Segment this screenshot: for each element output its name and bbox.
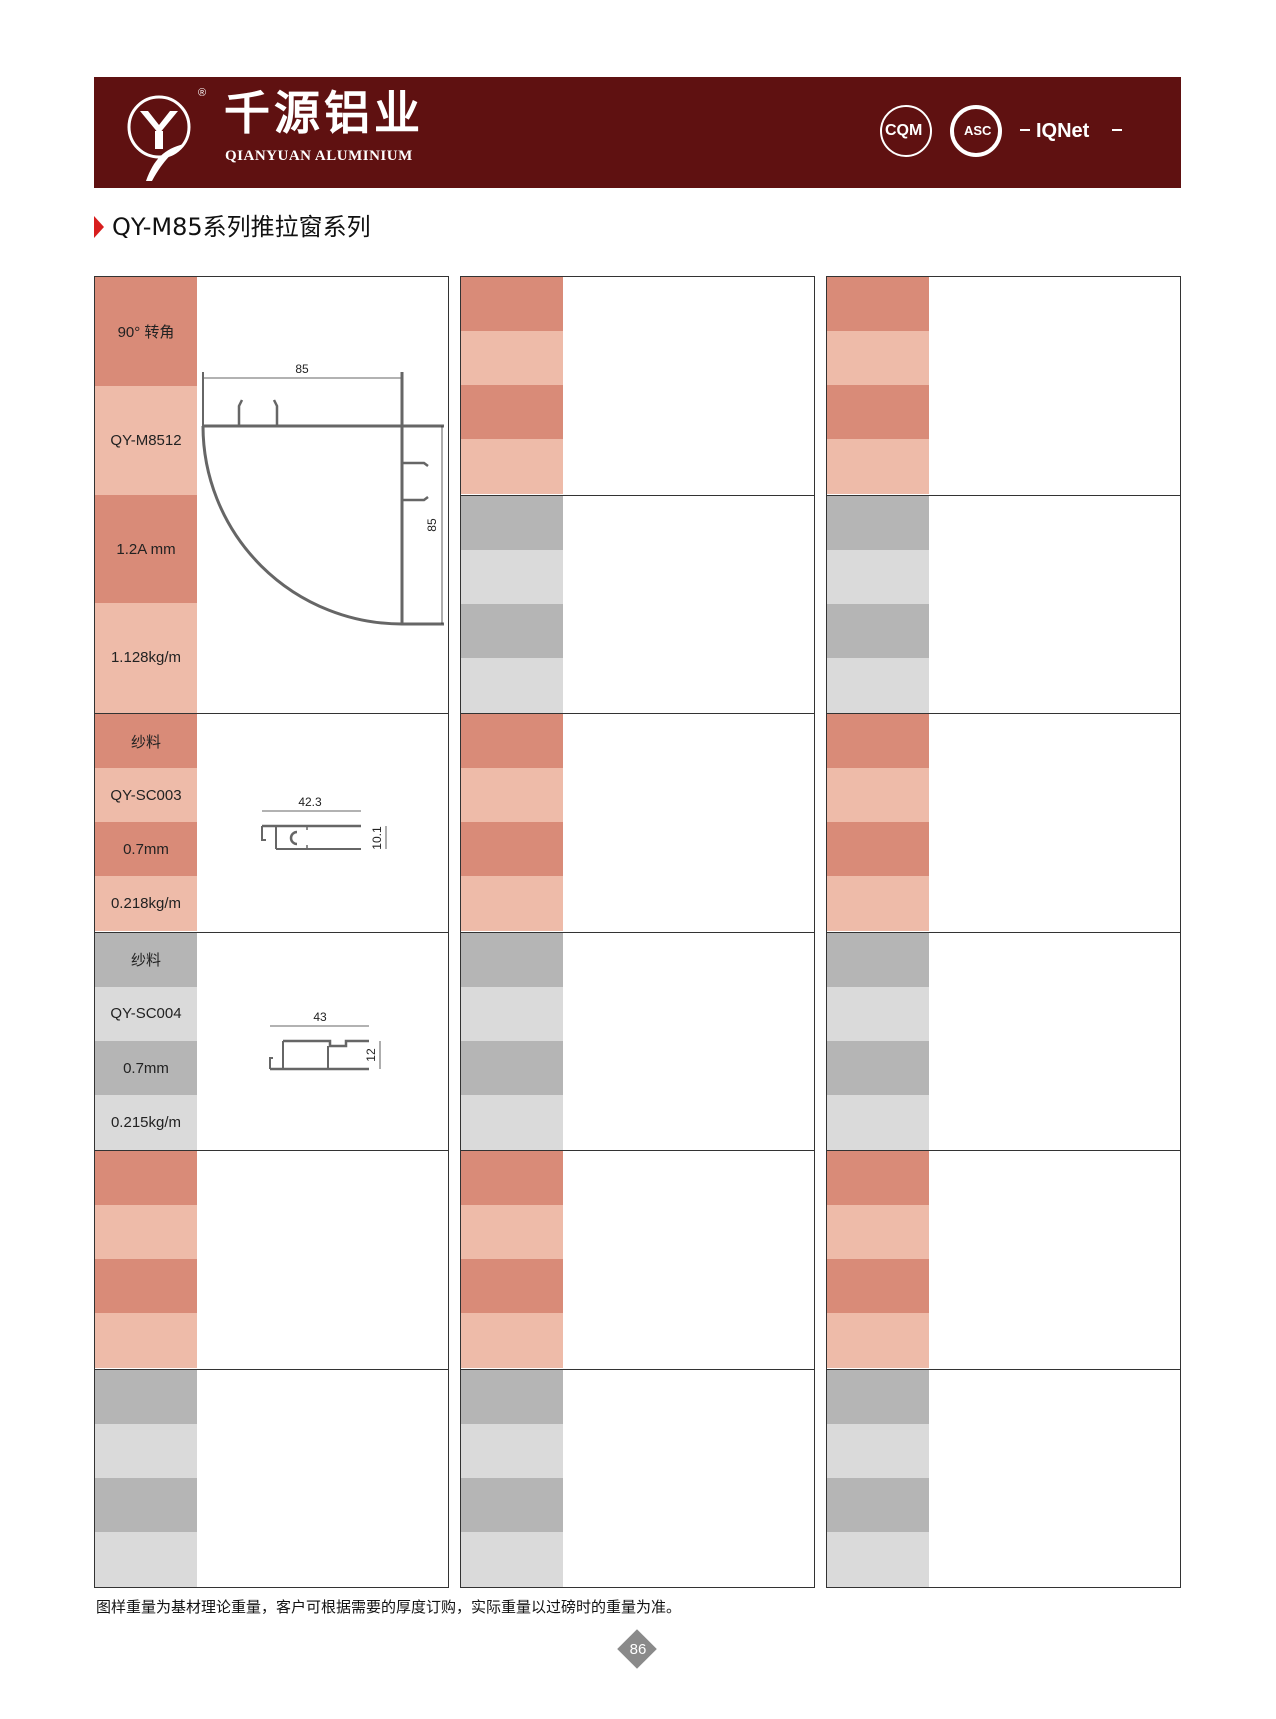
label-band — [827, 1259, 929, 1314]
label-band — [461, 1477, 563, 1533]
label-band — [95, 1369, 197, 1425]
label-band — [827, 331, 929, 386]
label-band — [827, 986, 929, 1042]
label-band — [827, 822, 929, 877]
asc-certification-logo: ASC — [950, 105, 1002, 157]
label-band — [827, 768, 929, 823]
product-code: QY-SC004 — [95, 986, 197, 1042]
product-code: QY-M8512 — [95, 385, 197, 495]
label-band — [827, 1369, 929, 1425]
label-band — [827, 439, 929, 494]
empty-product-cell — [826, 931, 1181, 1151]
brand-name-en: QIANYUAN ALUMINIUM — [225, 148, 413, 164]
label-band — [461, 603, 563, 659]
label-band — [95, 1423, 197, 1479]
label-band — [827, 1205, 929, 1260]
empty-product-cell — [826, 494, 1181, 714]
label-band — [95, 1313, 197, 1368]
label-band — [461, 549, 563, 605]
product-name: 90° 转角 — [95, 277, 197, 387]
product-code: QY-SC003 — [95, 768, 197, 823]
label-band — [461, 876, 563, 931]
label-band — [827, 1531, 929, 1587]
empty-product-cell — [460, 276, 815, 496]
label-band — [461, 1369, 563, 1425]
empty-product-cell — [826, 276, 1181, 496]
label-band — [95, 1151, 197, 1206]
label-band — [827, 657, 929, 713]
label-band — [461, 1259, 563, 1314]
empty-product-cell — [460, 494, 815, 714]
label-band — [827, 1477, 929, 1533]
label-band — [461, 657, 563, 713]
weight-footnote: 图样重量为基材理论重量，客户可根据需要的厚度订购，实际重量以过磅时的重量为准。 — [96, 1598, 682, 1616]
label-band — [461, 495, 563, 551]
empty-product-cell — [460, 931, 815, 1151]
label-band — [461, 1094, 563, 1150]
empty-product-cell — [460, 1368, 815, 1588]
label-band — [461, 768, 563, 823]
label-band — [461, 932, 563, 988]
product-thickness: 0.7mm — [95, 1040, 197, 1096]
label-band — [461, 1423, 563, 1479]
product-cell: 纱料 QY-SC004 0.7mm 0.215kg/m — [94, 931, 449, 1151]
product-weight: 0.215kg/m — [95, 1094, 197, 1150]
empty-product-cell — [460, 713, 815, 933]
label-band — [461, 986, 563, 1042]
qianyuan-logo-icon — [127, 95, 191, 181]
label-band — [827, 385, 929, 440]
label-band — [95, 1259, 197, 1314]
product-cell: 纱料 QY-SC003 0.7mm 0.218kg/m — [94, 713, 449, 933]
page-header-banner: ® 千源铝业 QIANYUAN ALUMINIUM CQM ASC IQNet — [94, 77, 1181, 188]
label-band — [827, 1313, 929, 1368]
product-weight: 0.218kg/m — [95, 876, 197, 931]
label-band — [827, 1040, 929, 1096]
label-band — [827, 1151, 929, 1206]
cqm-certification-logo: CQM — [880, 105, 932, 157]
empty-product-cell — [826, 1150, 1181, 1370]
product-weight: 1.128kg/m — [95, 603, 197, 713]
product-name: 纱料 — [95, 932, 197, 988]
label-band — [827, 1094, 929, 1150]
label-band — [827, 495, 929, 551]
label-band — [461, 439, 563, 494]
label-band — [461, 822, 563, 877]
empty-product-cell — [826, 1368, 1181, 1588]
label-band — [827, 714, 929, 769]
label-band — [827, 1423, 929, 1479]
iqnet-certification-logo: IQNet — [1020, 117, 1124, 147]
label-band — [461, 1313, 563, 1368]
label-band — [461, 385, 563, 440]
label-band — [461, 1205, 563, 1260]
label-band — [95, 1531, 197, 1587]
label-band — [461, 1040, 563, 1096]
label-band — [827, 549, 929, 605]
label-band — [461, 331, 563, 386]
label-band — [95, 1477, 197, 1533]
empty-product-cell — [460, 1150, 815, 1370]
empty-product-cell — [826, 713, 1181, 933]
product-name: 纱料 — [95, 714, 197, 769]
brand-name-cn: 千源铝业 — [224, 86, 424, 140]
page-number-badge: 86 — [617, 1629, 657, 1669]
label-band — [827, 876, 929, 931]
empty-product-cell — [94, 1150, 449, 1370]
label-band — [827, 603, 929, 659]
product-cell: 90° 转角 QY-M8512 1.2A mm 1.128kg/m — [94, 276, 449, 714]
empty-product-cell — [94, 1368, 449, 1588]
label-band — [95, 1205, 197, 1260]
label-band — [461, 1531, 563, 1587]
product-thickness: 1.2A mm — [95, 494, 197, 604]
label-band — [461, 277, 563, 332]
registered-mark: ® — [198, 87, 207, 99]
label-band — [461, 1151, 563, 1206]
label-band — [827, 932, 929, 988]
product-thickness: 0.7mm — [95, 822, 197, 877]
label-band — [461, 714, 563, 769]
title-marker-icon — [94, 216, 104, 238]
label-band — [827, 277, 929, 332]
